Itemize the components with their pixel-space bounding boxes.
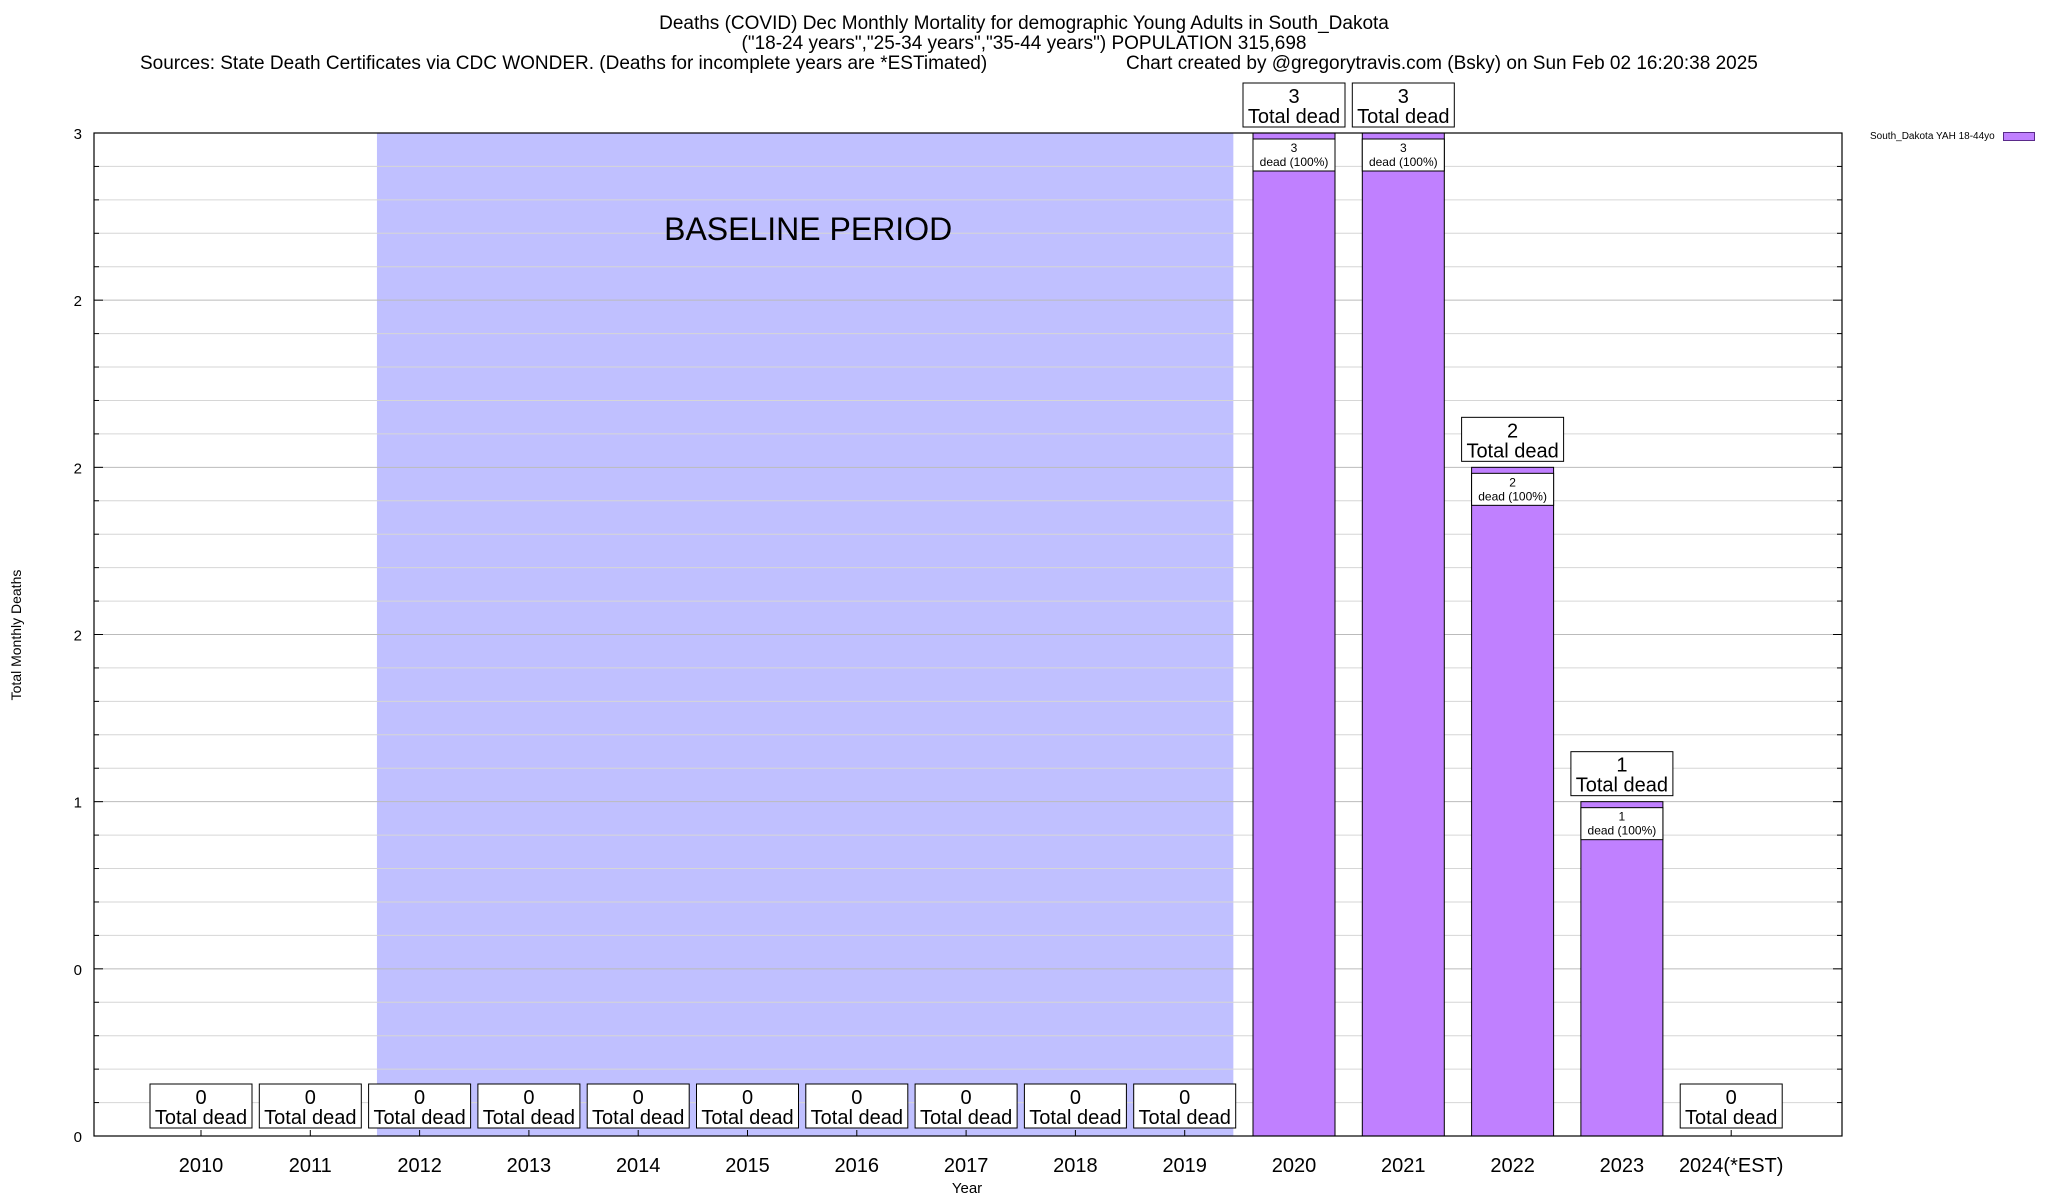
segment-label-box [1252, 138, 1336, 172]
total-label-count: 2 [1507, 420, 1518, 442]
y-tick-label: 2 [74, 628, 82, 645]
total-label-text: Total dead [811, 1107, 903, 1129]
total-label-text: Total dead [1248, 106, 1340, 128]
total-label-text: Total dead [1357, 106, 1449, 128]
x-tick-label: 2021 [1381, 1155, 1426, 1177]
x-tick-label: 2020 [1272, 1155, 1317, 1177]
segment-label-count: 3 [1400, 141, 1407, 155]
total-label-box [1351, 82, 1455, 128]
total-label-box [1570, 751, 1674, 797]
total-label-text: Total dead [1029, 1107, 1121, 1129]
total-label-box [368, 1083, 472, 1129]
total-label-count: 0 [851, 1087, 862, 1109]
bar [1252, 132, 1336, 1137]
baseline-period-label: BASELINE PERIOD [664, 211, 952, 247]
total-label-box [258, 1083, 362, 1129]
x-tick-label: 2024(*EST) [1679, 1155, 1784, 1177]
credit-note: Chart created by @gregorytravis.com (Bsk… [1126, 53, 1758, 74]
segment-label-text: dead (100%) [1478, 489, 1547, 503]
y-tick-label: 3 [74, 126, 82, 143]
total-label-count: 0 [195, 1087, 206, 1109]
x-tick-label: 2022 [1490, 1155, 1535, 1177]
y-axis-label: Total Monthly Deaths [8, 569, 24, 701]
total-label-text: Total dead [1466, 440, 1558, 462]
total-label-count: 0 [633, 1087, 644, 1109]
segment-label-text: dead (100%) [1260, 155, 1329, 169]
y-tick-label: 1 [74, 795, 82, 812]
y-tick-label: 0 [74, 962, 82, 979]
total-label-text: Total dead [155, 1107, 247, 1129]
total-label-box [805, 1083, 909, 1129]
total-label-box [586, 1083, 690, 1129]
y-tick-label: 2 [74, 293, 82, 310]
x-tick-label: 2016 [835, 1155, 880, 1177]
total-label-box [1023, 1083, 1127, 1129]
total-label-text: Total dead [1685, 1107, 1777, 1129]
bar [1580, 801, 1664, 1137]
x-tick-label: 2013 [507, 1155, 552, 1177]
total-label-count: 0 [1070, 1087, 1081, 1109]
x-tick-label: 2014 [616, 1155, 661, 1177]
legend-label: South_Dakota YAH 18-44yo [1870, 131, 1995, 142]
total-label-text: Total dead [264, 1107, 356, 1129]
total-label-text: Total dead [373, 1107, 465, 1129]
total-label-box [1242, 82, 1346, 128]
total-label-text: Total dead [483, 1107, 575, 1129]
legend: South_Dakota YAH 18-44yo [1870, 131, 2035, 142]
total-label-count: 3 [1288, 86, 1299, 108]
x-tick-label: 2019 [1162, 1155, 1207, 1177]
total-label-text: Total dead [920, 1107, 1012, 1129]
x-tick-label: 2015 [725, 1155, 770, 1177]
bar [1471, 466, 1555, 1137]
segment-label-text: dead (100%) [1588, 824, 1657, 838]
total-label-text: Total dead [592, 1107, 684, 1129]
x-tick-label: 2012 [397, 1155, 442, 1177]
total-label-count: 0 [742, 1087, 753, 1109]
total-label-text: Total dead [1576, 775, 1668, 797]
segment-label-box [1471, 472, 1555, 506]
total-label-text: Total dead [701, 1107, 793, 1129]
total-label-count: 3 [1398, 86, 1409, 108]
chart-subtitle: ("18-24 years","25-34 years","35-44 year… [741, 33, 1307, 54]
total-label-box [149, 1083, 253, 1129]
total-label-box [477, 1083, 581, 1129]
total-label-count: 0 [414, 1087, 425, 1109]
total-label-count: 0 [1726, 1087, 1737, 1109]
total-label-count: 0 [961, 1087, 972, 1109]
legend-swatch [2002, 132, 2035, 141]
segment-label-count: 1 [1619, 810, 1626, 824]
chart-title: Deaths (COVID) Dec Monthly Mortality for… [659, 13, 1389, 34]
bar [1361, 132, 1445, 1137]
x-tick-label: 2023 [1600, 1155, 1645, 1177]
total-label-text: Total dead [1139, 1107, 1231, 1129]
x-tick-label: 2017 [944, 1155, 989, 1177]
segment-label-box [1361, 138, 1445, 172]
segment-label-count: 2 [1509, 475, 1516, 489]
total-label-box [1461, 416, 1565, 462]
total-label-count: 0 [1179, 1087, 1190, 1109]
total-label-box [696, 1083, 799, 1129]
total-label-box [1133, 1083, 1237, 1129]
x-tick-label: 2018 [1053, 1155, 1098, 1177]
total-label-count: 0 [305, 1087, 316, 1109]
segment-label-text: dead (100%) [1369, 155, 1438, 169]
total-label-box [914, 1083, 1018, 1129]
x-axis-label: Year [951, 1180, 983, 1197]
total-label-box [1679, 1083, 1783, 1129]
sources-note: Sources: State Death Certificates via CD… [140, 53, 988, 74]
y-tick-label: 0 [74, 1129, 82, 1146]
total-label-count: 0 [523, 1087, 534, 1109]
segment-label-count: 3 [1291, 141, 1298, 155]
y-tick-label: 2 [74, 460, 82, 477]
x-tick-label: 2010 [179, 1155, 224, 1177]
segment-label-box [1580, 807, 1664, 841]
plot-frame [93, 132, 1843, 1137]
x-tick-label: 2011 [289, 1155, 332, 1177]
total-label-count: 1 [1616, 755, 1627, 777]
